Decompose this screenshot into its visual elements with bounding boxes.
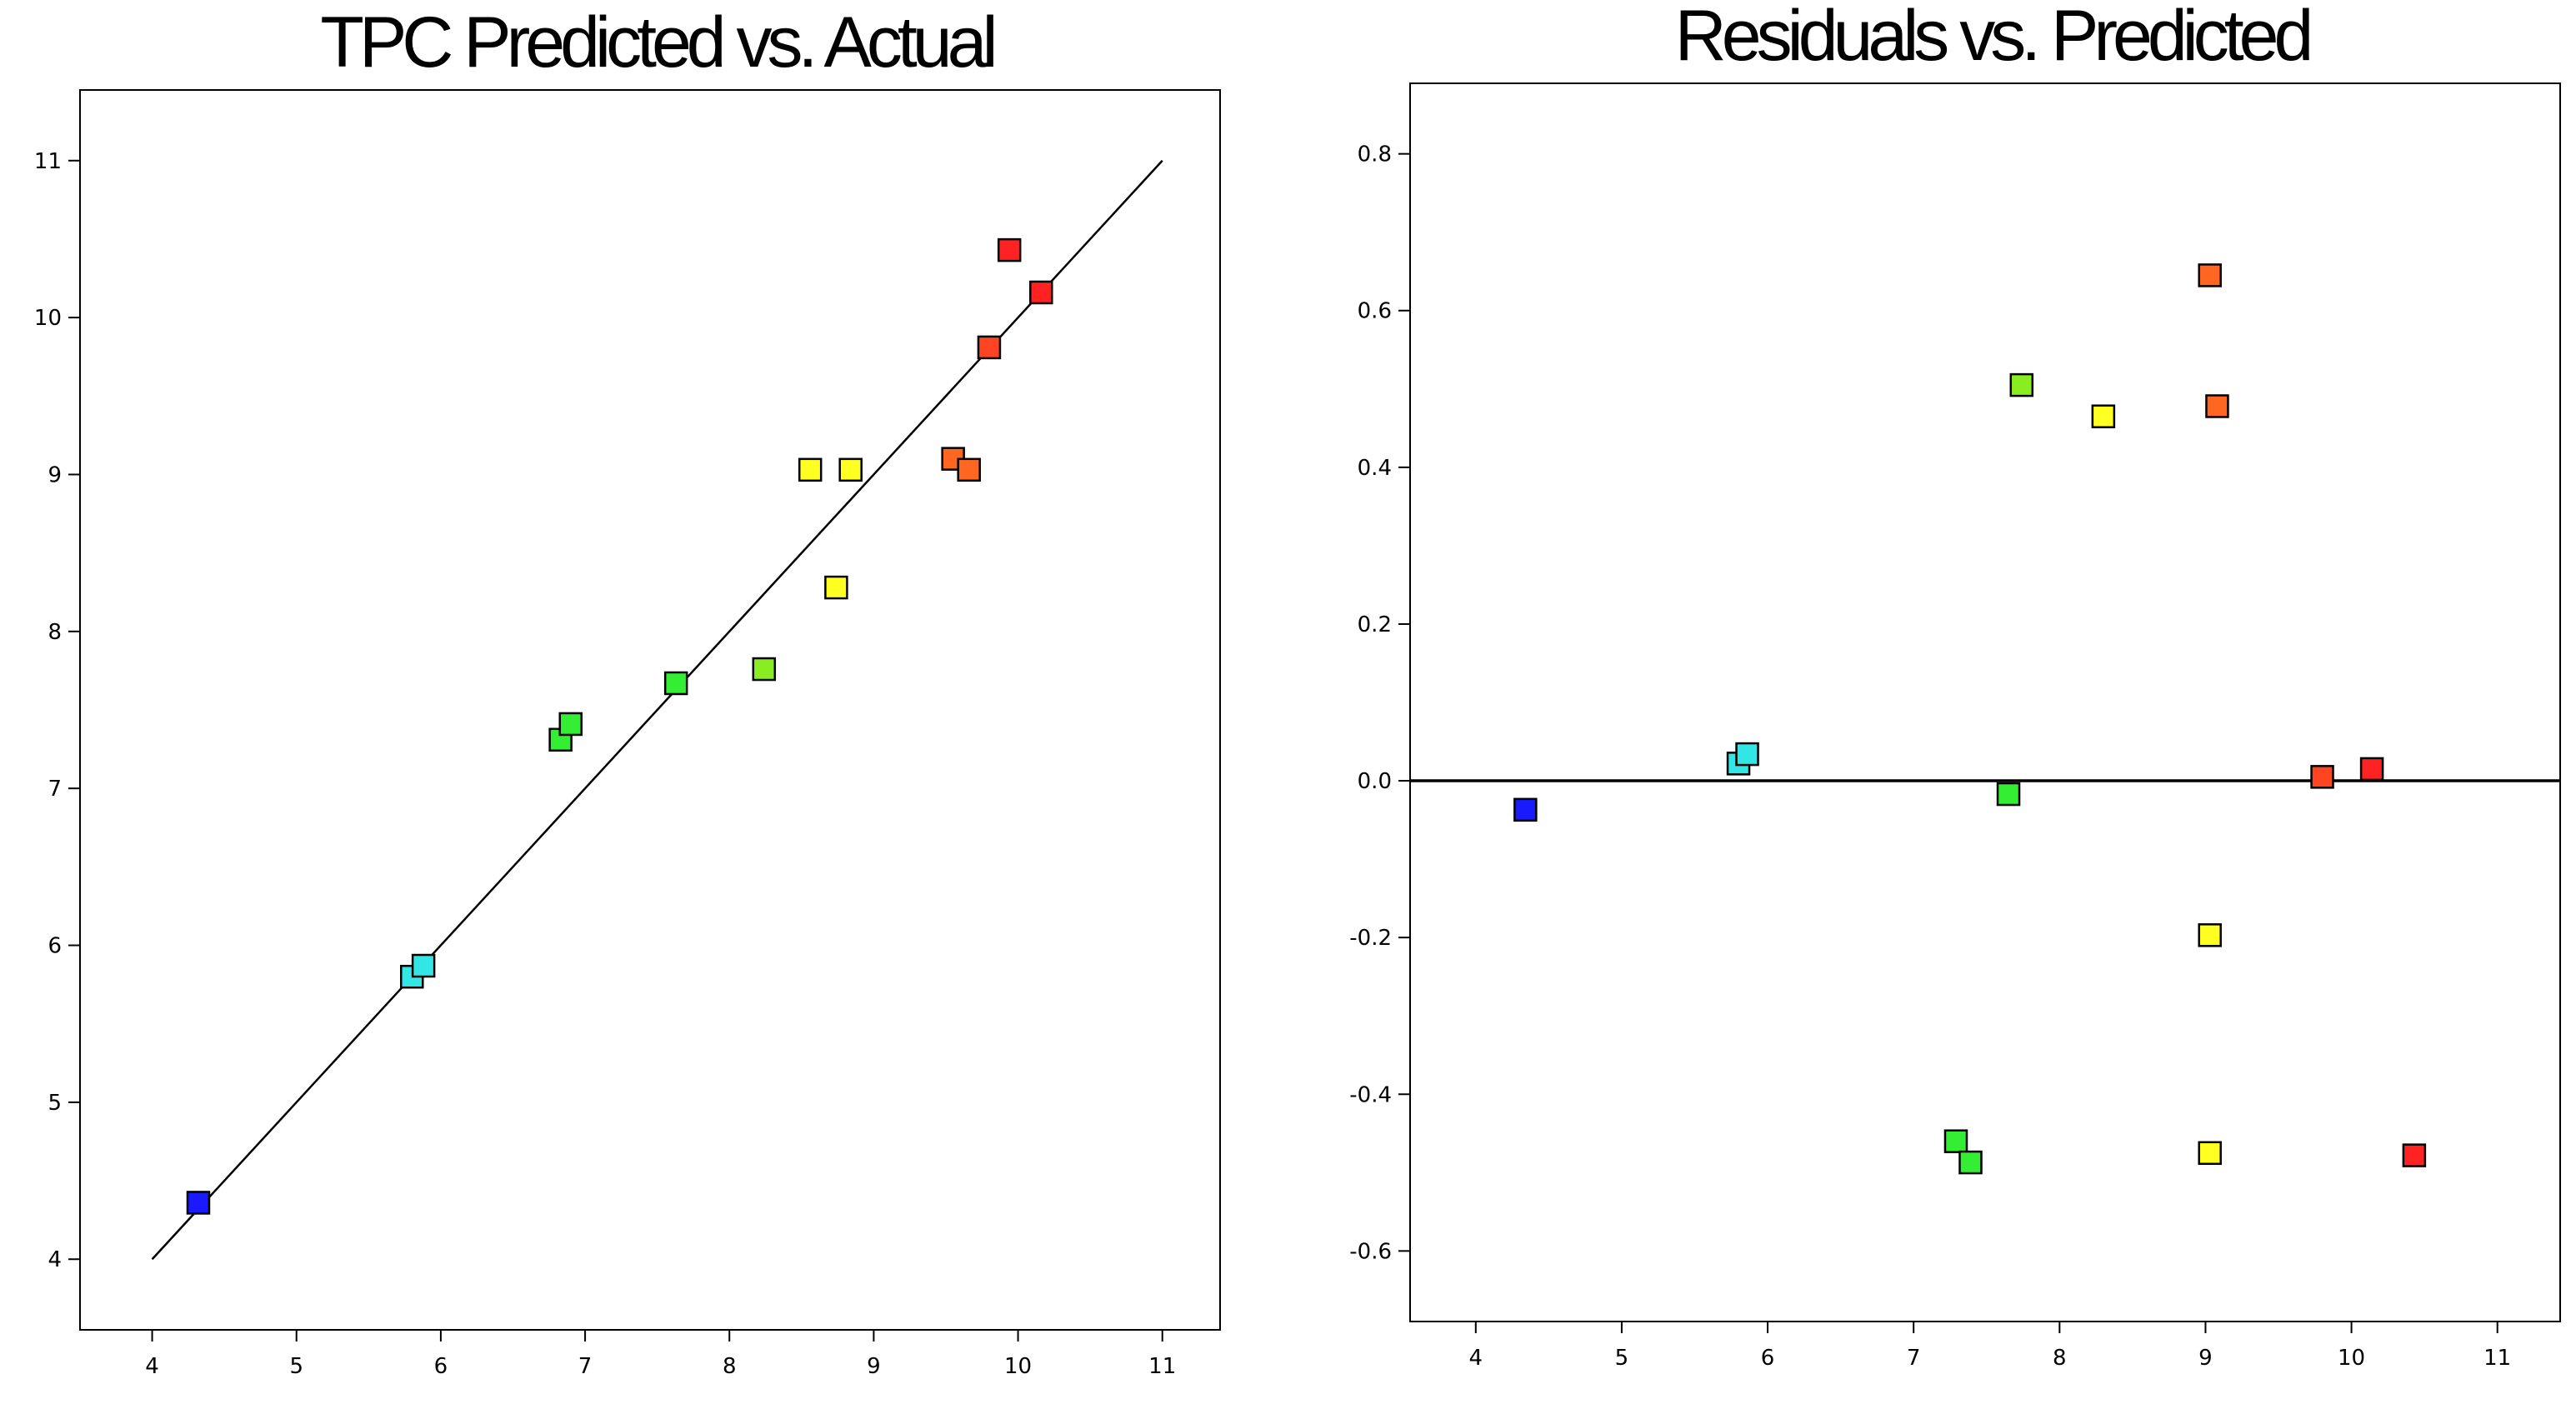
data-point <box>977 335 1002 360</box>
data-point <box>2359 757 2384 782</box>
y-tick-label: -0.6 <box>1349 1239 1392 1264</box>
data-point <box>1513 797 1538 822</box>
data-point <box>1735 742 1759 767</box>
axes: 4 5 6 7 8 9 10 11 4 5 6 7 8 9 10 11 <box>34 149 1176 1379</box>
predicted-vs-actual-chart: TPC Predicted vs. Actual 4 5 6 7 8 9 10 11 4 5 6 7 8… <box>34 2 1221 1379</box>
x-tick-label: 10 <box>1004 1354 1032 1379</box>
x-tick-label: 10 <box>2338 1346 2365 1371</box>
data-point <box>1943 1129 1968 1153</box>
y-tick-label: 6 <box>48 934 62 959</box>
data-points <box>1513 263 2427 1175</box>
x-tick-label: 4 <box>1469 1346 1483 1371</box>
y-tick-label: 4 <box>48 1247 62 1272</box>
x-tick-label: 7 <box>578 1354 593 1379</box>
x-tick-label: 5 <box>289 1354 303 1379</box>
data-point <box>997 237 1022 262</box>
data-point <box>838 457 863 482</box>
x-tick-label: 7 <box>1907 1346 1921 1371</box>
x-tick-label: 6 <box>1761 1346 1775 1371</box>
plot-frame <box>1409 82 2561 1322</box>
x-tick-label: 9 <box>867 1354 881 1379</box>
y-tick-label: 0.0 <box>1358 769 1392 794</box>
data-point <box>2198 923 2222 947</box>
y-tick-label: 11 <box>34 149 62 174</box>
data-point <box>558 712 583 737</box>
x-tick-label: 9 <box>2198 1346 2213 1371</box>
x-tick-label: 11 <box>2483 1346 2511 1371</box>
data-point <box>2091 404 2116 428</box>
x-tick-label: 8 <box>723 1354 737 1379</box>
data-point <box>2402 1143 2427 1167</box>
data-point <box>1958 1150 1983 1175</box>
x-tick-label: 4 <box>145 1354 159 1379</box>
y-tick-label: -0.4 <box>1349 1082 1392 1107</box>
identity-line <box>151 159 1163 1261</box>
y-tick-label: 8 <box>48 620 62 645</box>
reference-lines <box>151 159 1163 1261</box>
chart-title: TPC Predicted vs. Actual <box>320 2 993 82</box>
data-point <box>1996 782 2021 807</box>
x-tick-label: 5 <box>1615 1346 1629 1371</box>
axes: 4 5 6 7 8 9 10 11 0.8 0.6 0.4 0.2 0.0 -0.2 -0.4 -0.6 <box>1349 142 2511 1371</box>
y-tick-label: -0.2 <box>1349 926 1392 951</box>
chart-title: Residuals vs. Predicted <box>1675 0 2310 76</box>
plot-frame <box>79 89 1221 1331</box>
y-tick-label: 0.4 <box>1358 456 1392 481</box>
data-point <box>2009 372 2034 397</box>
y-tick-label: 10 <box>34 306 62 331</box>
data-points <box>186 237 1053 1215</box>
data-point <box>663 671 688 696</box>
data-point <box>824 575 848 600</box>
data-point <box>411 953 436 978</box>
data-point <box>2198 1141 2222 1166</box>
residuals-vs-predicted-chart: Residuals vs. Predicted 4 5 6 7 8 9 10 11 0.8 0.6… <box>1349 0 2561 1371</box>
data-point <box>2205 394 2229 418</box>
data-point <box>752 657 777 682</box>
data-point <box>1029 280 1053 305</box>
data-point <box>2310 765 2334 789</box>
y-tick-label: 0.2 <box>1358 612 1392 637</box>
y-tick-label: 0.6 <box>1358 299 1392 324</box>
y-tick-label: 0.8 <box>1358 142 1392 167</box>
y-tick-label: 5 <box>48 1091 62 1116</box>
x-tick-label: 8 <box>2053 1346 2067 1371</box>
y-tick-label: 7 <box>48 777 62 802</box>
data-point <box>957 457 981 482</box>
data-point <box>186 1191 211 1215</box>
x-tick-label: 11 <box>1148 1354 1176 1379</box>
data-point <box>798 457 823 482</box>
y-tick-label: 9 <box>48 462 62 487</box>
data-point <box>2198 263 2222 287</box>
x-tick-label: 6 <box>434 1354 448 1379</box>
